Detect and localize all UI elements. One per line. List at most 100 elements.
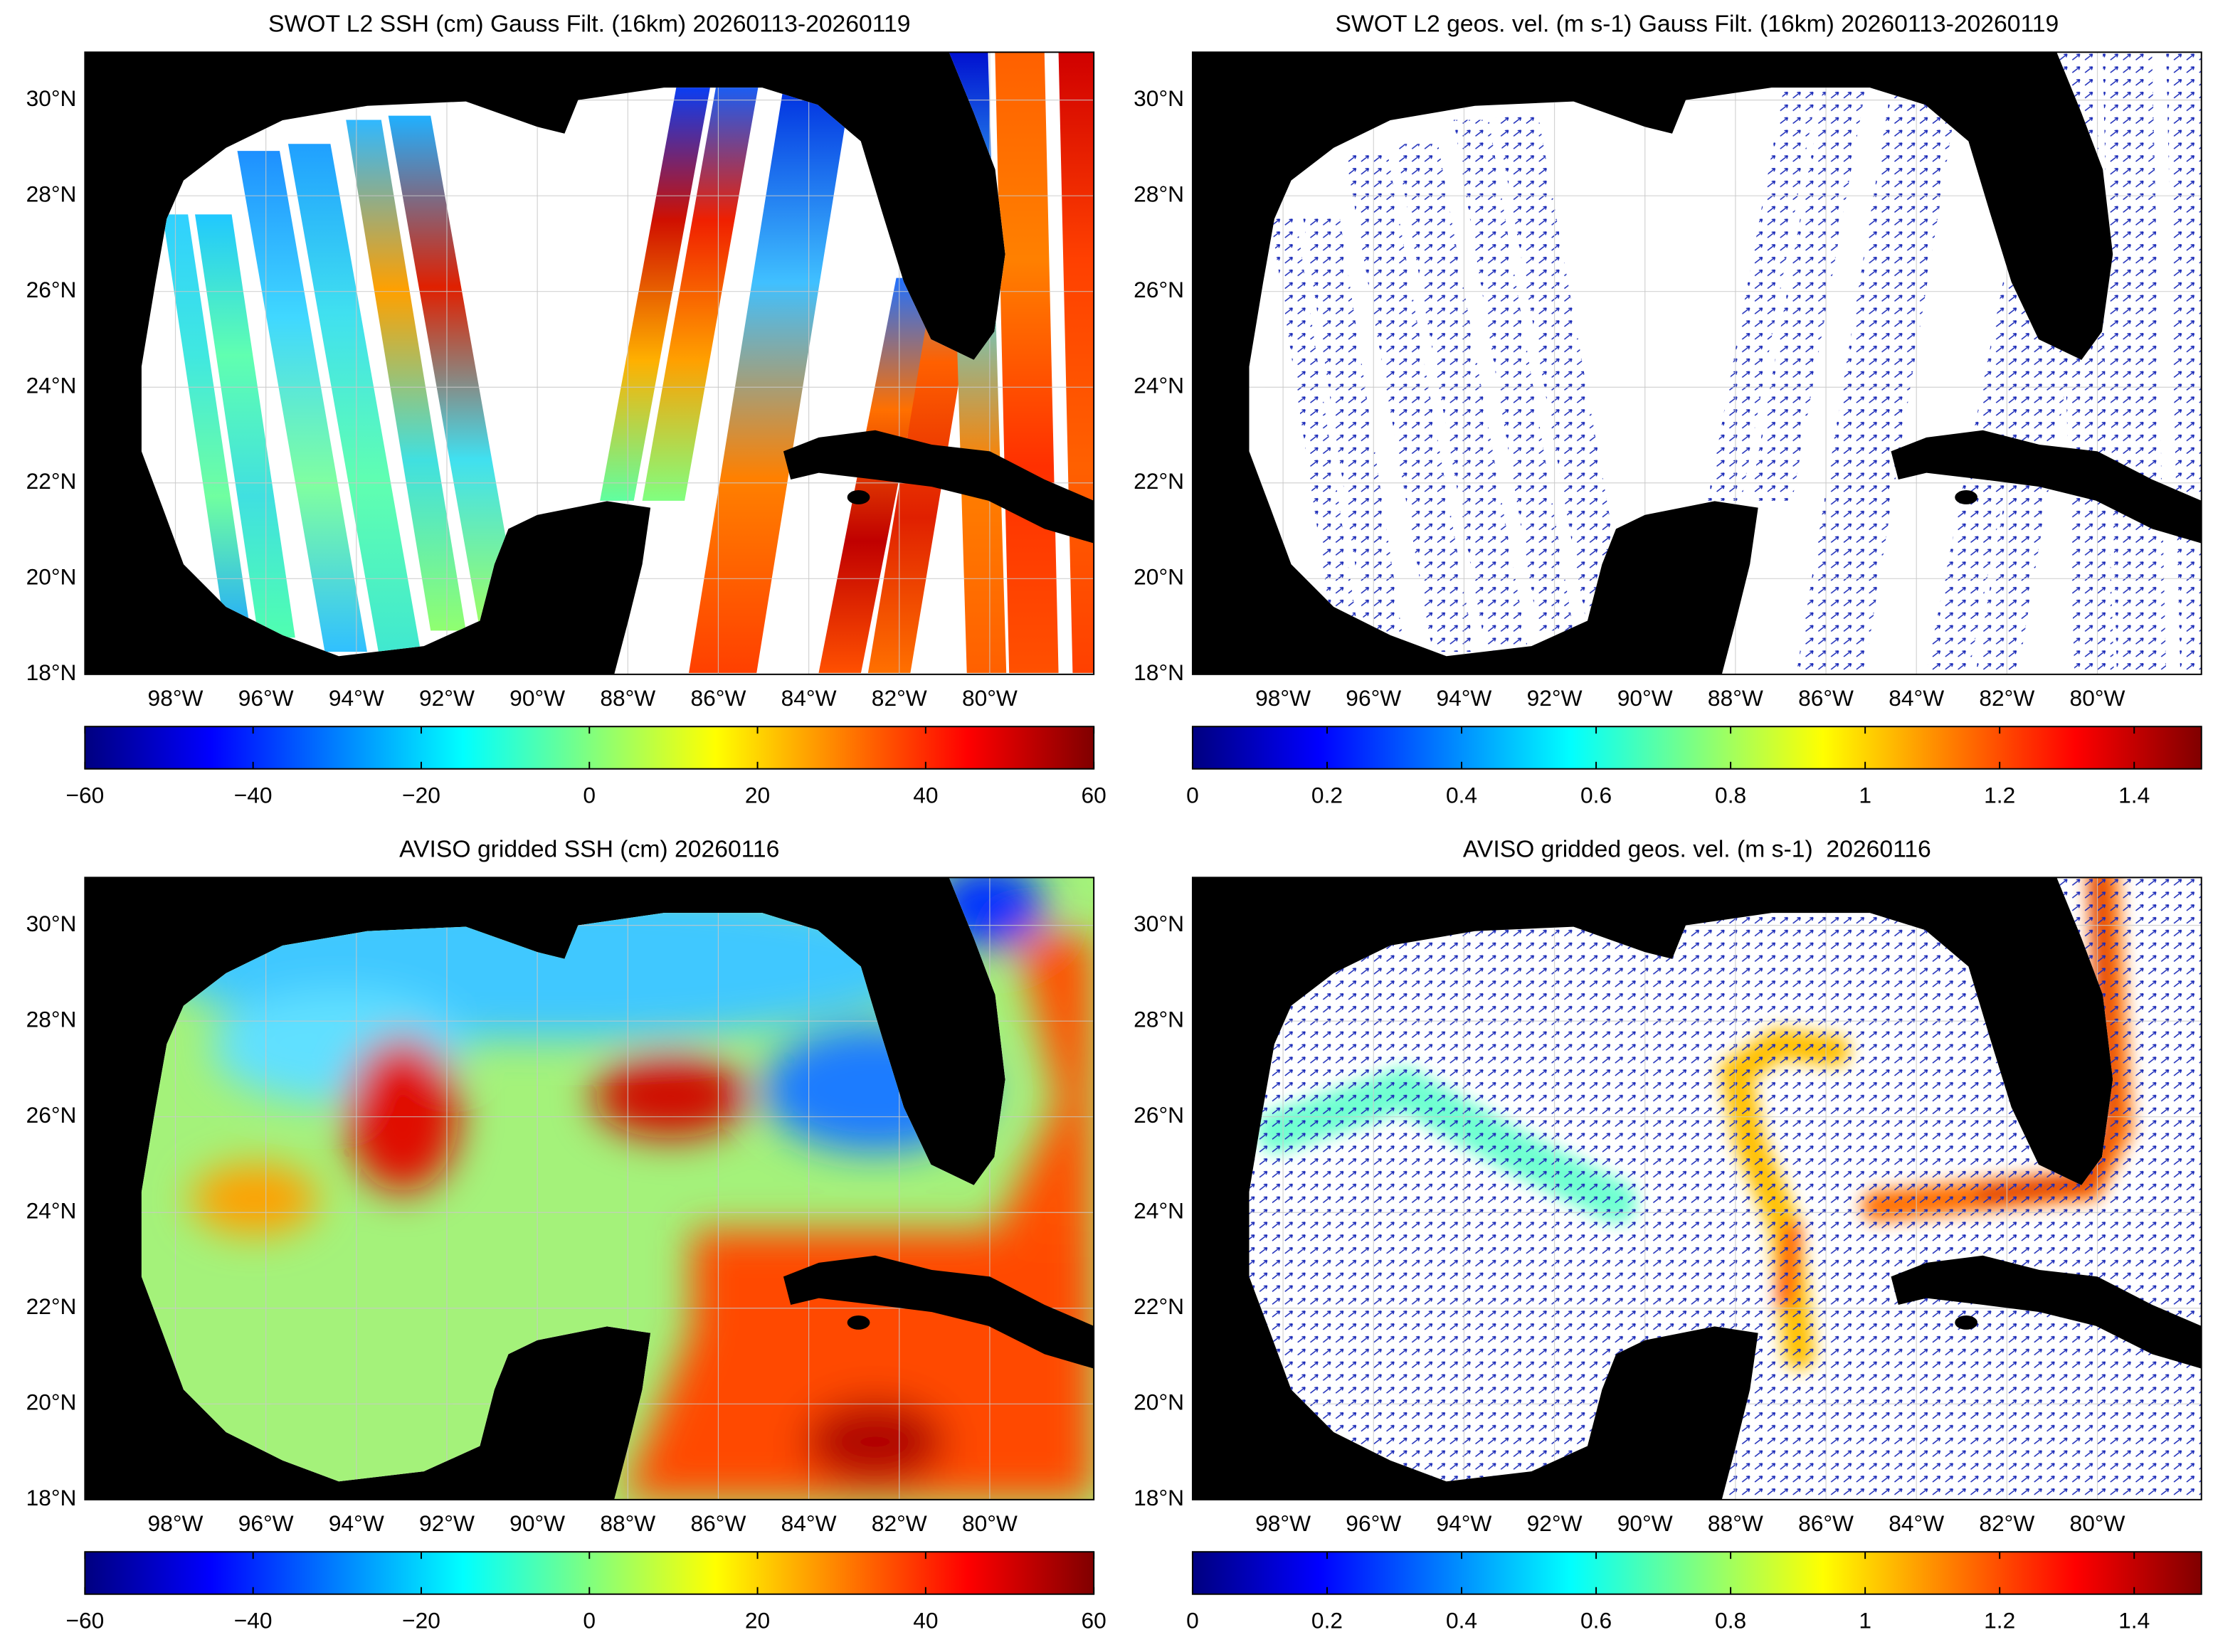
lat-tick-label: 22°N (1134, 1293, 1184, 1319)
lon-tick-label: 90°W (509, 1510, 565, 1536)
colorbar-tick-label: 0 (583, 1608, 596, 1634)
lon-tick-label: 96°W (1346, 1510, 1401, 1536)
panel-title: SWOT L2 SSH (cm) Gauss Filt. (16km) 2026… (268, 11, 910, 38)
colorbar-tick-label: 1.4 (2118, 1608, 2150, 1634)
isle-of-youth (1955, 490, 1978, 504)
map-frame (1191, 51, 2202, 675)
lon-tick-label: 86°W (691, 1510, 746, 1536)
colorbar-tick-label: 0.8 (1715, 783, 1746, 808)
lon-tick-label: 88°W (1708, 1510, 1763, 1536)
colorbar-tick-label: −40 (234, 783, 273, 808)
isle-of-youth (847, 490, 870, 504)
swath (195, 214, 295, 638)
lon-tick-label: 86°W (691, 685, 746, 711)
lat-tick-label: 18°N (1134, 660, 1184, 685)
lon-tick-label: 94°W (329, 685, 384, 711)
colorbar-tick-label: −20 (402, 783, 440, 808)
lon-tick-label: 80°W (962, 1510, 1018, 1536)
colorbar-tick-label: 60 (1082, 1608, 1106, 1634)
lon-tick-label: 84°W (1889, 1510, 1944, 1536)
lon-tick-label: 90°W (509, 685, 565, 711)
colorbar-tick-label: 0.2 (1311, 1608, 1343, 1634)
colorbar-tick-label: 1.2 (1984, 783, 2015, 808)
field-blob (593, 1054, 749, 1139)
colorbar-tick-label: 40 (913, 783, 938, 808)
isle-of-youth (1955, 1315, 1978, 1330)
lon-tick-label: 80°W (2070, 1510, 2125, 1536)
swath (162, 214, 252, 638)
lat-tick-label: 24°N (1134, 373, 1184, 398)
lat-tick-label: 18°N (1134, 1485, 1184, 1510)
lon-tick-label: 86°W (1798, 685, 1854, 711)
lat-tick-label: 30°N (26, 911, 77, 936)
lon-tick-label: 80°W (2070, 685, 2125, 711)
lat-tick-label: 22°N (1134, 468, 1184, 494)
lon-tick-label: 88°W (600, 685, 655, 711)
colorbar-tick-label: 0.4 (1446, 1608, 1477, 1634)
lat-tick-label: 18°N (26, 660, 77, 685)
lon-tick-label: 98°W (1255, 1510, 1311, 1536)
colorbar-tick-label: 0 (1186, 1608, 1199, 1634)
ocean-field (1249, 877, 2202, 1500)
lat-tick-label: 20°N (1134, 1389, 1184, 1415)
lon-tick-label: 94°W (1436, 685, 1491, 711)
swath (1395, 144, 1528, 652)
swath (1453, 120, 1574, 631)
colorbar-tick-label: 0.2 (1311, 783, 1343, 808)
lat-tick-label: 24°N (26, 373, 77, 398)
lon-tick-label: 88°W (600, 1510, 655, 1536)
lon-tick-label: 90°W (1617, 1510, 1673, 1536)
lat-tick-label: 22°N (26, 468, 77, 494)
swath (237, 151, 367, 652)
colorbar-tick-label: −40 (234, 1608, 273, 1634)
lat-tick-label: 28°N (1134, 1007, 1184, 1032)
lat-tick-label: 26°N (1134, 1102, 1184, 1128)
lon-tick-label: 82°W (872, 1510, 927, 1536)
ocean-field (1249, 52, 2202, 674)
field-blob (804, 1399, 946, 1485)
lat-tick-label: 20°N (26, 1389, 77, 1415)
lon-tick-label: 96°W (238, 685, 294, 711)
colorbar-tick-label: −60 (65, 1608, 104, 1634)
lon-tick-label: 84°W (781, 1510, 837, 1536)
lon-tick-label: 94°W (329, 1510, 384, 1536)
lat-tick-label: 30°N (26, 85, 77, 111)
lat-tick-label: 28°N (26, 181, 77, 207)
swath (388, 115, 523, 631)
colorbar-tick-label: 1.2 (1984, 1608, 2015, 1634)
lon-tick-label: 90°W (1617, 685, 1673, 711)
colorbar-tick-label: 1 (1859, 1608, 1871, 1634)
lat-tick-label: 26°N (1134, 277, 1184, 302)
lat-tick-label: 22°N (26, 1293, 77, 1319)
lon-tick-label: 98°W (1255, 685, 1311, 711)
isle-of-youth (847, 1315, 870, 1330)
lon-tick-label: 82°W (1979, 1510, 2034, 1536)
panel-title: SWOT L2 geos. vel. (m s-1) Gauss Filt. (… (1336, 11, 2059, 38)
cuba (783, 430, 1094, 544)
cuba (783, 1255, 1094, 1369)
lon-tick-label: 92°W (1527, 685, 1583, 711)
grid (1249, 877, 2202, 1500)
lon-tick-label: 92°W (419, 1510, 475, 1536)
colorbar-tick-label: 0.6 (1580, 783, 1612, 808)
colorbar-tick-label: 20 (745, 783, 770, 808)
swath (1496, 115, 1630, 631)
colorbar-tick-label: 1.4 (2118, 783, 2150, 808)
lon-tick-label: 92°W (419, 685, 475, 711)
lat-tick-label: 28°N (1134, 181, 1184, 207)
lon-tick-label: 80°W (962, 685, 1018, 711)
map-frame (1191, 877, 2202, 1500)
lat-tick-label: 26°N (26, 1102, 77, 1128)
swath (1345, 151, 1475, 652)
colorbar (1191, 1551, 2202, 1595)
colorbar-tick-label: 0 (1186, 783, 1199, 808)
field-blob (988, 933, 1094, 1244)
field-blob (191, 1163, 318, 1235)
lat-tick-label: 30°N (1134, 911, 1184, 936)
cuba (1891, 1255, 2202, 1369)
lon-tick-label: 98°W (148, 1510, 204, 1536)
lat-tick-label: 20°N (1134, 564, 1184, 590)
colorbar-tick-label: 60 (1082, 783, 1106, 808)
